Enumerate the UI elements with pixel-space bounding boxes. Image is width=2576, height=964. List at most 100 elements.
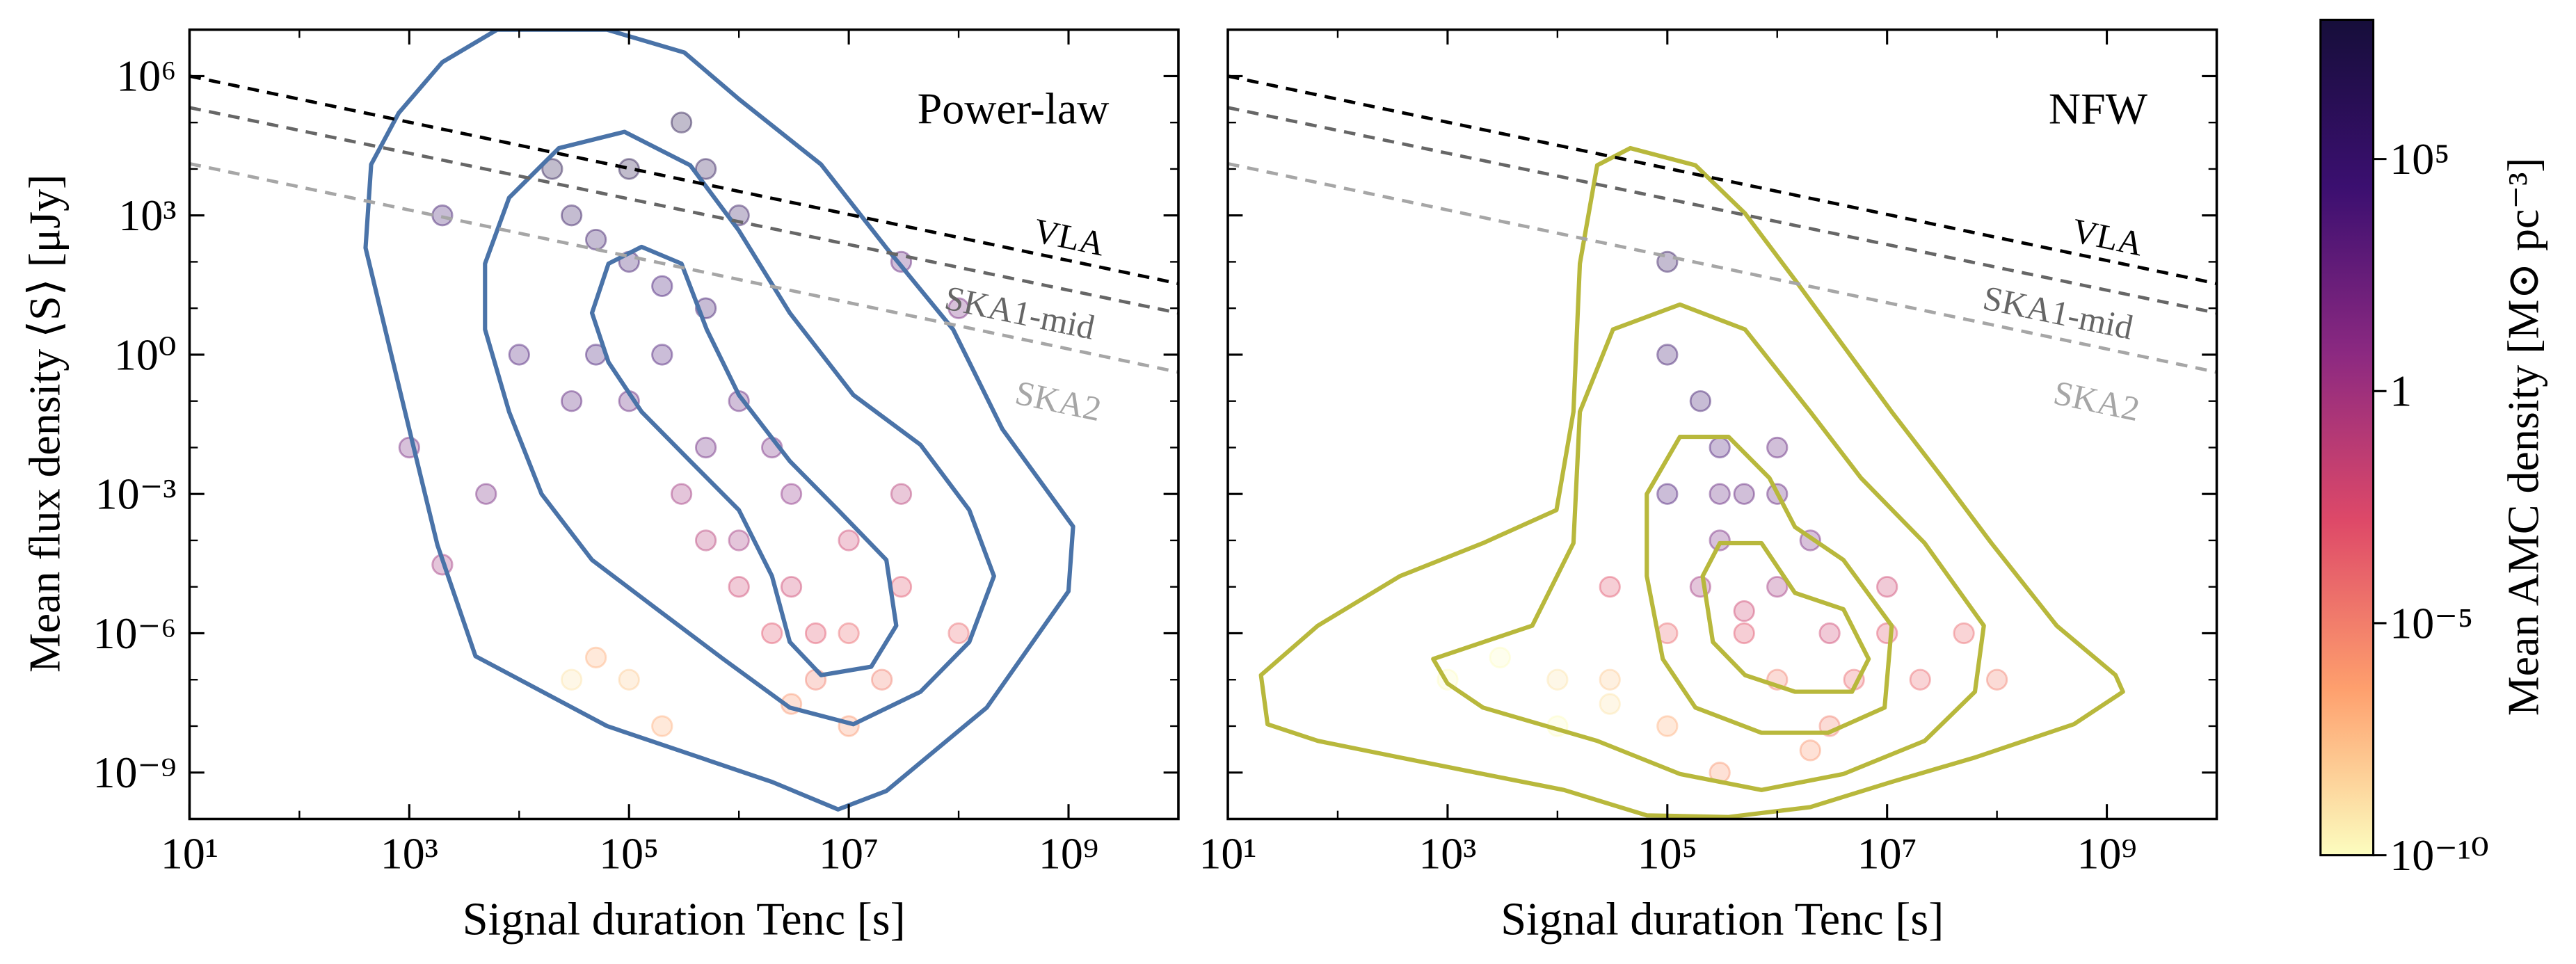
scatter-point	[780, 483, 803, 505]
colorbar-tick-label: 1	[2390, 367, 2412, 416]
line-label: SKA1-mid	[941, 278, 1098, 346]
scatter-point	[838, 622, 860, 645]
scatter-point	[1799, 739, 1821, 762]
line-label: SKA2	[2050, 373, 2143, 428]
x-axis-label: Signal duration Tenc [s]	[463, 894, 906, 945]
scatter-point	[838, 529, 860, 552]
scatter-point	[561, 668, 583, 691]
scatter-point	[780, 576, 803, 598]
scatter-point	[761, 622, 783, 645]
scatter-point	[585, 228, 607, 251]
x-tick-label: 10⁵	[599, 829, 659, 878]
y-tick-label: 10⁰	[114, 330, 177, 379]
scatter-point	[1656, 483, 1679, 505]
scatter-point	[1876, 622, 1898, 645]
scatter-point	[1766, 576, 1789, 598]
scatter-point	[694, 529, 717, 552]
scatter-point	[1909, 668, 1931, 691]
scatter-point	[1599, 576, 1621, 598]
scatter-point	[1733, 483, 1755, 505]
scatter-point	[890, 483, 913, 505]
panel-title: NFW	[2049, 84, 2148, 134]
y-tick-label: 10⁻⁶	[93, 609, 176, 658]
scatter-point	[1489, 646, 1511, 669]
plot-frame	[188, 28, 1180, 821]
scatter-point	[1599, 668, 1621, 691]
scatter-point	[1733, 600, 1755, 622]
scatter-point	[804, 622, 827, 645]
scatter-point	[694, 158, 717, 180]
y-tick-label: 10⁶	[116, 51, 176, 101]
scatter-point	[651, 275, 673, 297]
scatter-point	[947, 622, 970, 645]
sensitivity-line	[1228, 106, 2217, 315]
x-tick-label: 10³	[1418, 829, 1476, 878]
scatter-point	[1599, 693, 1621, 715]
scatter-point	[651, 344, 673, 366]
scatter-point	[1818, 622, 1841, 645]
y-tick-label: 10⁻³	[95, 469, 177, 519]
scatter-point	[670, 483, 693, 505]
contour	[589, 244, 899, 677]
scatter-point	[728, 529, 750, 552]
colorbar	[2319, 18, 2375, 857]
x-tick-label: 10³	[381, 829, 438, 878]
line-label: SKA1-mid	[1980, 278, 2136, 346]
scatter-point	[618, 668, 640, 691]
scatter-point	[728, 576, 750, 598]
colorbar-tick-label: 10⁵	[2390, 134, 2449, 184]
y-tick-label: 10³	[118, 191, 176, 240]
x-tick-label: 10⁷	[819, 829, 879, 878]
scatter-point	[1689, 390, 1711, 412]
sensitivity-line	[1228, 162, 2217, 374]
y-tick-label: 10⁻⁹	[93, 748, 176, 797]
colorbar-label: Mean AMC density [M⊙ pc⁻³]	[2499, 157, 2548, 716]
scatter-point	[1953, 622, 1975, 645]
scatter-point	[1733, 622, 1755, 645]
scatter-point	[561, 390, 583, 412]
y-axis-label: Mean flux density ⟨S⟩ [μJy]	[19, 175, 69, 673]
scatter-point	[947, 297, 970, 319]
x-tick-label: 10⁹	[2077, 829, 2136, 878]
scatter-point	[1709, 483, 1731, 505]
contour	[1645, 435, 1894, 735]
contour	[363, 29, 1075, 812]
scatter-point	[1709, 436, 1731, 459]
sensitivity-line	[189, 106, 1178, 315]
sensitivity-line	[1228, 74, 2217, 286]
x-tick-label: 10⁷	[1857, 829, 1917, 878]
x-axis-label: Signal duration Tenc [s]	[1501, 894, 1944, 945]
x-tick-label: 10¹	[1199, 829, 1256, 878]
plot-area	[189, 29, 1178, 812]
scatter-point	[561, 204, 583, 227]
scatter-point	[1985, 668, 2008, 691]
contour	[1258, 145, 2125, 819]
scatter-point	[1656, 344, 1679, 366]
scatter-point	[890, 576, 913, 598]
panel-title: Power-law	[918, 84, 1110, 134]
contour	[1431, 302, 1986, 792]
scatter-point	[508, 344, 530, 366]
scatter-point	[1766, 436, 1789, 459]
x-tick-label: 10⁹	[1039, 829, 1098, 878]
colorbar-tick-label: 10⁻¹⁰	[2390, 830, 2489, 880]
plot-frame	[1226, 28, 2218, 821]
scatter-point	[670, 111, 693, 134]
sensitivity-line	[189, 74, 1178, 286]
scatter-point	[1546, 668, 1569, 691]
scatter-point	[694, 436, 717, 459]
scatter-point	[541, 158, 563, 180]
x-tick-label: 10⁵	[1638, 829, 1697, 878]
scatter-point	[475, 483, 497, 505]
scatter-point	[1876, 576, 1898, 598]
scatter-point	[871, 668, 893, 691]
plot-area	[1228, 74, 2217, 819]
colorbar-tick-label: 10⁻⁵	[2390, 598, 2473, 648]
scatter-point	[1656, 715, 1679, 737]
sensitivity-line	[189, 162, 1178, 374]
contour	[1700, 540, 1871, 694]
contour	[483, 129, 996, 727]
x-tick-label: 10¹	[161, 829, 218, 878]
